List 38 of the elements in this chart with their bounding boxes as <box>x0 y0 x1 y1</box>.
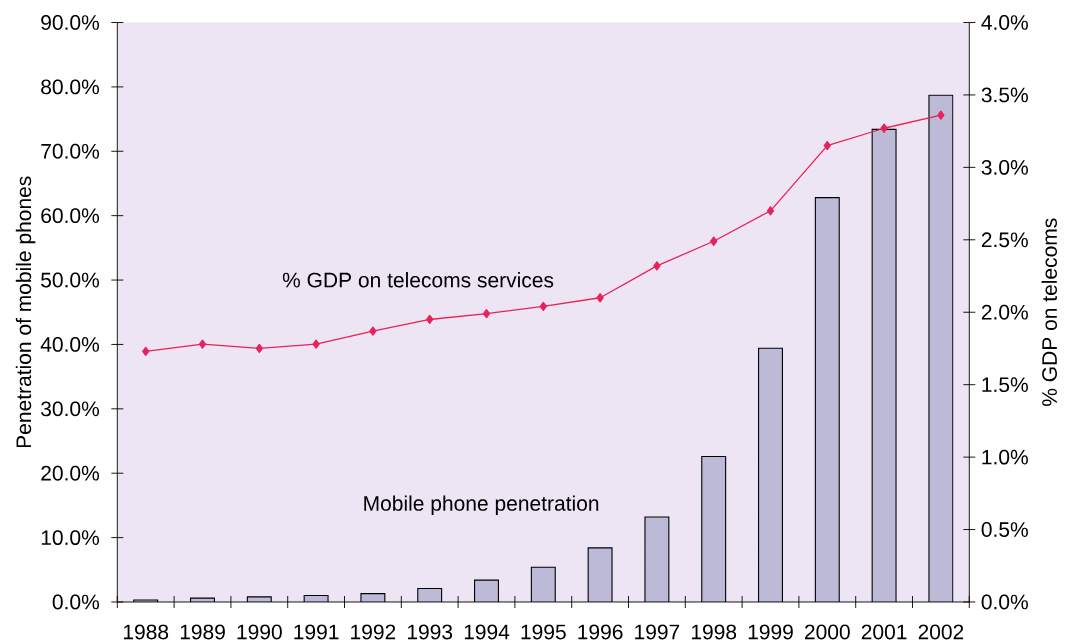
x-tick-label: 2000 <box>804 624 850 640</box>
x-tick-label: 1991 <box>294 624 339 640</box>
y-axis-title: Penetration of mobile phones <box>15 176 36 448</box>
y2-tick-label: 3.5% <box>981 87 1028 103</box>
x-tick-label: 1995 <box>521 624 566 640</box>
y2-tick-label: 2.5% <box>981 232 1028 248</box>
y2-tick-label: 0.5% <box>981 522 1028 537</box>
y-tick-label: 10.0% <box>41 530 100 546</box>
y2-tick-label: 2.0% <box>981 304 1028 320</box>
x-tick-label: 1992 <box>351 624 396 640</box>
x-tick-label: 1989 <box>180 624 225 640</box>
y-tick-label: 30.0% <box>41 401 100 417</box>
y2-tick-label: 4.0% <box>981 15 1028 30</box>
y-tick-label: 80.0% <box>41 79 100 95</box>
y-tick-label: 0.0% <box>52 594 100 610</box>
y-tick-label: 70.0% <box>41 143 100 159</box>
y2-axis-title: % GDP on telecoms <box>1041 218 1057 407</box>
y-tick-label: 60.0% <box>41 208 100 224</box>
x-tick-label: 1994 <box>464 624 510 640</box>
y2-tick-label: 1.0% <box>982 449 1028 465</box>
x-tick-label: 1993 <box>407 624 453 640</box>
y-tick-label: 90.0% <box>41 15 100 30</box>
y2-tick-label: 1.5% <box>982 377 1028 393</box>
x-tick-label: 1997 <box>635 624 680 640</box>
y-tick-label: 20.0% <box>41 465 100 481</box>
series-label: Mobile phone penetration <box>364 495 599 515</box>
x-tick-label: 1999 <box>748 624 793 640</box>
x-tick-label: 1996 <box>578 624 623 640</box>
y2-tick-label: 3.0% <box>981 159 1028 175</box>
x-tick-label: 1990 <box>237 624 282 640</box>
y-tick-label: 50.0% <box>41 272 100 288</box>
y-tick-label: 40.0% <box>40 337 100 352</box>
x-tick-label: 1998 <box>691 624 737 640</box>
series-label: % GDP on telecoms services <box>282 272 554 288</box>
y2-tick-label: 0.0% <box>981 594 1028 610</box>
x-tick-label: 2002 <box>918 624 964 640</box>
x-tick-label: 1988 <box>123 624 169 640</box>
x-tick-label: 2001 <box>861 624 907 640</box>
